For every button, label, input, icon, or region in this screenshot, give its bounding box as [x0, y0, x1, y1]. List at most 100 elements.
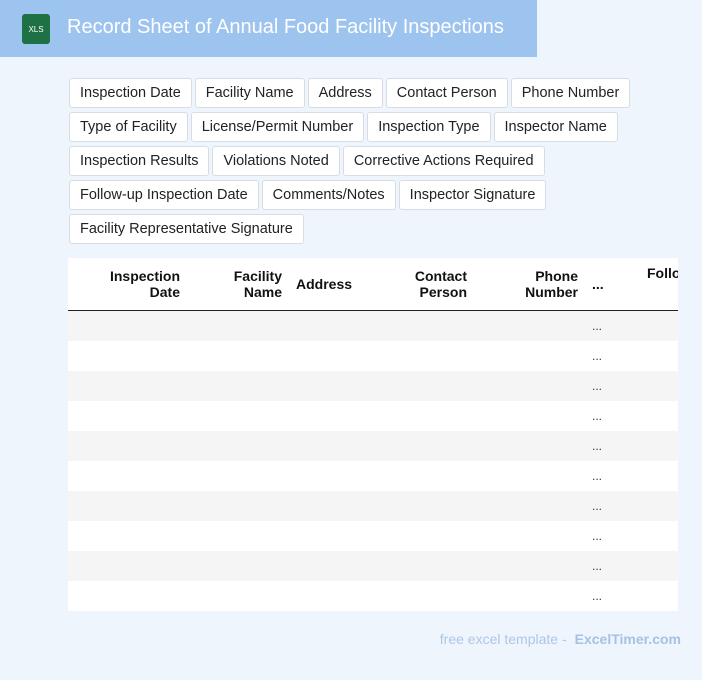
table-cell: ...	[586, 371, 640, 401]
table-cell	[640, 581, 678, 611]
table-cell: ...	[586, 521, 640, 551]
table-cell	[380, 521, 475, 551]
table-cell	[475, 551, 586, 581]
table-cell	[380, 581, 475, 611]
table-cell	[475, 491, 586, 521]
table-cell	[68, 581, 188, 611]
table-row: ...	[68, 491, 678, 521]
table-cell	[380, 371, 475, 401]
table-cell	[290, 461, 380, 491]
table-cell	[188, 310, 290, 341]
table-cell	[640, 551, 678, 581]
table-body: ..............................	[68, 310, 678, 611]
table-cell	[640, 461, 678, 491]
tag[interactable]: Inspector Name	[493, 112, 618, 142]
table-cell	[640, 310, 678, 341]
table-cell	[475, 461, 586, 491]
tag[interactable]: Phone Number	[510, 78, 631, 108]
table-row: ...	[68, 551, 678, 581]
table-cell	[68, 401, 188, 431]
data-table: Inspection Date Facility Name Address Conta…	[68, 258, 678, 611]
table-row: ...	[68, 431, 678, 461]
table-cell	[640, 491, 678, 521]
table-row: ...	[68, 401, 678, 431]
table-cell: ...	[586, 491, 640, 521]
tag[interactable]: Type of Facility	[69, 112, 188, 142]
table-cell	[68, 491, 188, 521]
table-cell	[68, 461, 188, 491]
table-cell	[188, 521, 290, 551]
table-cell: ...	[586, 341, 640, 371]
tag[interactable]: Facility Name	[194, 78, 305, 108]
column-header: Contact Person	[380, 258, 475, 311]
table-cell	[380, 401, 475, 431]
table-cell	[68, 310, 188, 341]
table-cell	[188, 581, 290, 611]
column-header: Address	[290, 258, 380, 311]
table-cell	[475, 341, 586, 371]
table-cell	[68, 521, 188, 551]
column-header: ...	[586, 258, 640, 311]
column-header: Facility Name	[188, 258, 290, 311]
table-cell	[640, 521, 678, 551]
tag[interactable]: License/Permit Number	[190, 112, 365, 142]
tag[interactable]: Inspection Date	[69, 78, 192, 108]
column-header: Phone Number	[475, 258, 586, 311]
table-cell	[290, 431, 380, 461]
table-cell: ...	[586, 401, 640, 431]
table-cell	[475, 581, 586, 611]
table-wrapper: Inspection Date Facility Name Address Conta…	[68, 258, 678, 611]
footer-brand[interactable]: ExcelTimer.com	[574, 631, 681, 647]
table-row: ...	[68, 461, 678, 491]
file-icon: XLS	[22, 14, 50, 44]
table-cell	[380, 461, 475, 491]
table-cell	[188, 461, 290, 491]
tag[interactable]: Inspection Results	[69, 146, 210, 176]
tag[interactable]: Inspector Signature	[398, 180, 547, 210]
table-cell	[475, 401, 586, 431]
table-cell	[188, 431, 290, 461]
table-cell	[640, 431, 678, 461]
table-row: ...	[68, 581, 678, 611]
table-cell	[290, 401, 380, 431]
table-cell	[290, 371, 380, 401]
table-cell	[68, 341, 188, 371]
table-cell: ...	[586, 581, 640, 611]
footer-text: free excel template -	[439, 631, 567, 647]
table-cell: ...	[586, 551, 640, 581]
table-cell	[380, 431, 475, 461]
table-cell	[640, 341, 678, 371]
table-cell	[640, 371, 678, 401]
table-cell	[188, 341, 290, 371]
table-cell	[380, 491, 475, 521]
column-header: Follo	[640, 258, 678, 311]
tag[interactable]: Violations Noted	[212, 146, 340, 176]
table-cell	[475, 521, 586, 551]
table-cell	[290, 581, 380, 611]
table-row: ...	[68, 521, 678, 551]
table-cell	[290, 521, 380, 551]
table-cell	[475, 431, 586, 461]
tag[interactable]: Corrective Actions Required	[342, 146, 545, 176]
table-cell	[68, 431, 188, 461]
page-title: Record Sheet of Annual Food Facility Ins…	[67, 16, 504, 38]
table-row: ...	[68, 341, 678, 371]
table-cell: ...	[586, 310, 640, 341]
table-cell	[68, 371, 188, 401]
table-cell	[380, 310, 475, 341]
table-cell	[188, 371, 290, 401]
tag[interactable]: Facility Representative Signature	[69, 214, 304, 244]
table-cell	[188, 491, 290, 521]
tag[interactable]: Address	[307, 78, 383, 108]
table-cell: ...	[586, 461, 640, 491]
table-cell	[475, 310, 586, 341]
tag[interactable]: Comments/Notes	[261, 180, 396, 210]
column-header: Inspection Date	[68, 258, 188, 311]
table-cell	[290, 310, 380, 341]
table-row: ...	[68, 310, 678, 341]
tag[interactable]: Follow-up Inspection Date	[69, 180, 259, 210]
table-cell	[188, 401, 290, 431]
tag[interactable]: Inspection Type	[367, 112, 491, 142]
tag[interactable]: Contact Person	[385, 78, 508, 108]
table-cell	[290, 551, 380, 581]
